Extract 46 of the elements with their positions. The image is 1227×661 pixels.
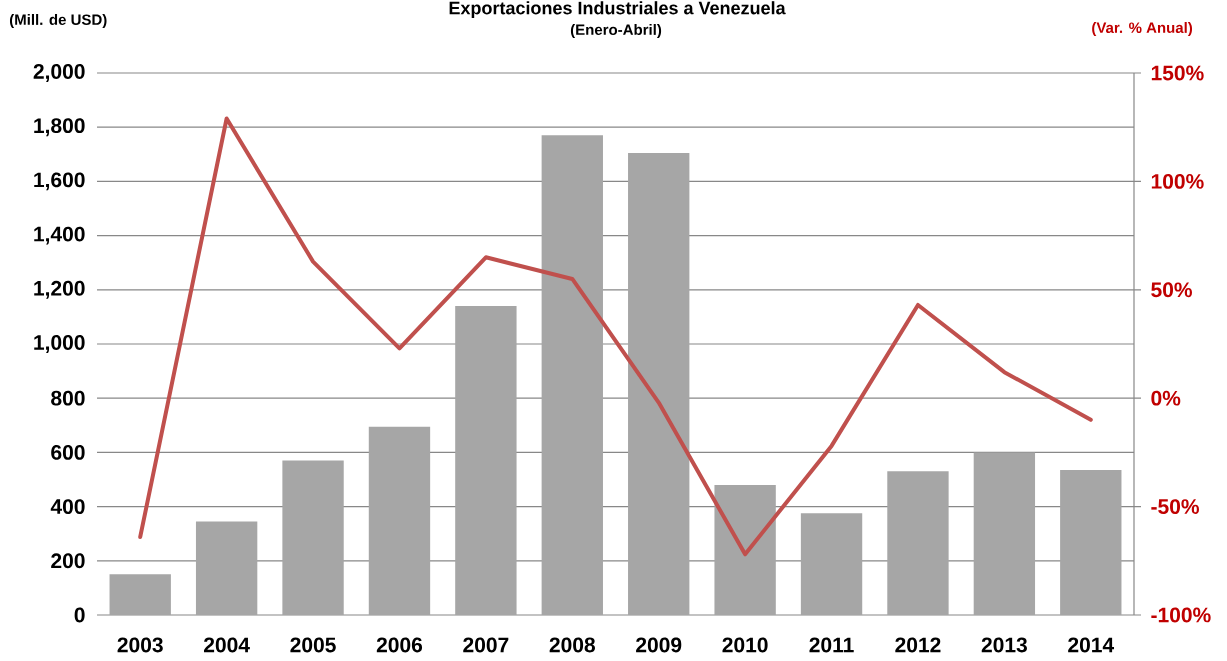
y-tick-label: 2,000 [33, 64, 85, 82]
y-tick-label: 1,200 [34, 280, 85, 299]
y2-tick-label: 150% [1151, 65, 1204, 81]
bar [887, 471, 949, 615]
y-tick-label: 1,600 [34, 172, 85, 191]
y2-axis-title: (Var. % Anual) [1092, 22, 1193, 36]
x-tick-label: 2007 [463, 637, 509, 653]
bar [282, 460, 344, 615]
bar [541, 135, 603, 615]
x-tick-label: 2010 [722, 637, 768, 653]
chart-title: Exportaciones Industriales a Venezuela [449, 1, 786, 18]
y2-tick-label: 100% [1151, 173, 1204, 189]
x-tick-label: 2003 [117, 637, 163, 653]
y-tick-label: 400 [50, 499, 85, 515]
bar [195, 521, 258, 615]
bar [628, 152, 690, 615]
y-tick-label: 600 [51, 444, 85, 460]
y-tick-label: 0 [74, 607, 85, 623]
y-tick-label: 800 [51, 390, 85, 406]
y2-tick-label: 0% [1151, 390, 1181, 406]
y-tick-label: 1,400 [34, 226, 85, 245]
x-tick-label: 2009 [636, 637, 682, 653]
x-tick-label: 2014 [1068, 637, 1115, 653]
y-tick-label: 200 [51, 553, 85, 569]
bar [109, 574, 171, 615]
bar [714, 484, 776, 615]
y-tick-label: 1,800 [34, 118, 85, 137]
bar [1060, 470, 1122, 615]
bar [973, 452, 1036, 615]
bar [800, 513, 863, 615]
y2-tick-label: 50% [1151, 282, 1192, 298]
y-tick-label: 1,000 [34, 335, 85, 353]
line-series [138, 116, 1093, 557]
x-tick-label: 2004 [204, 637, 250, 653]
y2-tick-label: -50% [1151, 499, 1199, 515]
x-tick-label: 2005 [290, 637, 336, 653]
x-tick-label: 2012 [895, 637, 941, 653]
y2-tick-label: -100% [1151, 607, 1211, 623]
x-tick-label: 2013 [981, 637, 1027, 653]
x-tick-label: 2008 [549, 637, 595, 653]
x-tick-label: 2011 [809, 637, 854, 653]
y-axis-title: (Mill. de USD) [9, 14, 107, 28]
x-tick-label: 2006 [376, 637, 423, 653]
chart-subtitle: (Enero-Abril) [570, 24, 662, 38]
bar [368, 426, 431, 615]
bar [455, 306, 517, 615]
